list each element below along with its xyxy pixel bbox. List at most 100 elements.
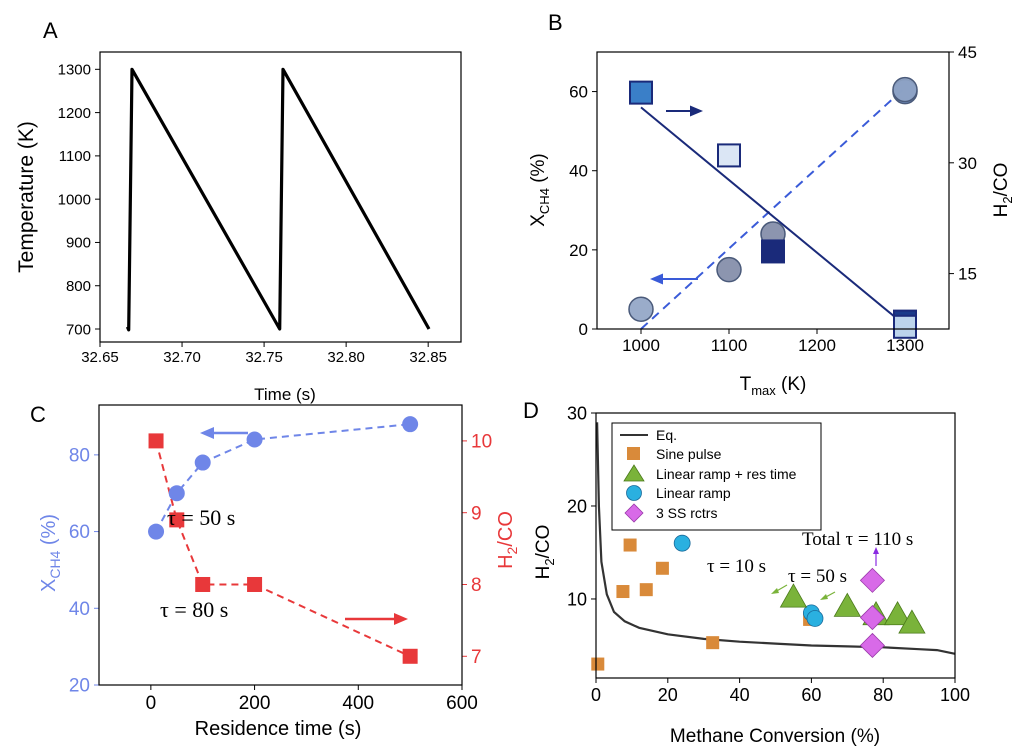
panel-a-ytick-label: 1000 (58, 191, 91, 208)
panel-c-xch4-line (155, 423, 411, 533)
panel-c-plot-area (148, 416, 419, 664)
panel-b-conversion-point (892, 76, 918, 103)
panel-a-xtick-label: 32.70 (163, 349, 201, 366)
panel-d-ramp-res-point (779, 583, 808, 608)
panel-c-ytick-label: 40 (69, 599, 90, 620)
panel-b-xlabel: Tmax (K) (740, 374, 807, 398)
panel-d-sine-point (591, 657, 605, 671)
panel-d-ticks: 0 20 40 60 80 100 10 20 30 (567, 403, 970, 705)
panel-a-ticks: 32.65 32.70 32.75 32.80 32.85 700 800 900 1000 11… (58, 62, 447, 366)
panel-d-ramp-point (673, 534, 691, 552)
legend-ss-swatch (624, 503, 644, 523)
panel-b-ticks: 1000 1100 1200 1300 0 20 40 60 15 30 45 (569, 43, 977, 355)
panel-d-ytick-label: 30 (567, 403, 587, 423)
panel-d-ytick-label: 20 (567, 496, 587, 516)
panel-c-y2-ytick-label: 8 (471, 575, 482, 596)
panel-b-xtick-label: 1300 (886, 336, 924, 355)
panel-b-y2-ytick-label: 30 (958, 154, 977, 173)
panel-c-ytick-label: 20 (69, 676, 90, 697)
panel-b-arrow-left (650, 273, 698, 285)
legend-ramp-label: Linear ramp (656, 485, 731, 501)
panel-c-xch4-point (148, 523, 165, 540)
panel-d-legend: Eq. Sine pulse Linear ramp + res time Li… (611, 422, 822, 531)
legend-ramp-swatch (626, 485, 642, 501)
panel-b-ratio-point (761, 239, 785, 264)
panel-b: 1000 1100 1200 1300 0 20 40 60 15 30 45 Tmax (K) X… (528, 43, 1015, 398)
panel-c-ytick-label: 80 (69, 446, 90, 467)
panel-b-xtick-label: 1200 (798, 336, 836, 355)
panel-c-xtick-label: 0 (146, 693, 157, 714)
panel-d-annotation-tau10: τ = 10 s (707, 556, 766, 577)
panel-d-ramp-res-point (883, 600, 912, 626)
panel-d-xlabel: Methane Conversion (%) (670, 726, 880, 747)
panel-c-xch4-point (246, 431, 263, 448)
panel-d-sine-point (623, 538, 637, 552)
panel-b-ratio-fit (640, 106, 906, 327)
legend-sine-swatch (627, 447, 640, 460)
panel-d-sine-point (655, 561, 669, 575)
panel-d-annotation-total: Total τ = 110 s (802, 529, 913, 550)
panel-d-xtick-label: 20 (658, 685, 678, 705)
panel-c-xtick-label: 600 (446, 693, 478, 714)
panel-c-ratio-line (155, 440, 411, 658)
panel-d-plot-area (591, 422, 956, 671)
panel-b-arrow-right (666, 105, 703, 117)
panel-b-xtick-label: 1000 (622, 336, 660, 355)
panel-c-ratio-point (247, 576, 263, 592)
panel-c-xch4-point (402, 416, 419, 433)
panel-a-ytick-label: 700 (66, 321, 91, 338)
panel-d-ss-point (859, 567, 885, 593)
panel-d-equilibrium-line (596, 422, 956, 655)
panel-d: 0 20 40 60 80 100 10 20 30 Total τ = 110 s τ = 1… (533, 403, 970, 747)
panel-b-ytick-label: 20 (569, 241, 588, 260)
panel-b-ytick-label: 40 (569, 162, 588, 181)
panel-c-annotation-tau50: τ = 50 s (167, 505, 235, 530)
panel-c-y2-ytick-label: 7 (471, 647, 482, 668)
panel-d-annotation-tau50: τ = 50 s (788, 566, 847, 587)
panel-c-arrow-right (345, 613, 408, 625)
panel-a-ytick-label: 1100 (59, 148, 91, 165)
panel-d-xtick-label: 40 (730, 685, 750, 705)
panel-a-xtick-label: 32.80 (327, 349, 365, 366)
panel-c: 0 200 400 600 20 40 60 80 7 8 9 10 τ = 50 s τ = 80 … (38, 404, 520, 740)
panel-d-xtick-label: 80 (873, 685, 893, 705)
panel-c-xtick-label: 200 (239, 693, 271, 714)
panel-b-xtick-label: 1100 (711, 336, 748, 355)
panel-c-ytick-label: 60 (69, 522, 90, 543)
panel-a-xtick-label: 32.65 (81, 349, 119, 366)
panel-b-conversion-point (628, 296, 654, 322)
panel-a-xlabel: Time (s) (254, 385, 316, 404)
panel-d-ytick-label: 10 (567, 589, 587, 609)
panel-d-ss-point (859, 632, 885, 659)
panel-d-xtick-label: 60 (801, 685, 821, 705)
panel-c-ratio-point (148, 433, 164, 449)
panel-b-frame (596, 51, 950, 330)
panel-c-ratio-point (402, 648, 418, 664)
panel-d-ss-point (859, 604, 885, 631)
panel-c-xlabel: Residence time (s) (195, 718, 362, 740)
panel-b-ratio-point (717, 143, 741, 168)
panel-a-ytick-label: 1300 (58, 62, 91, 79)
panel-d-arrow-total (873, 547, 879, 566)
panel-d-arrow-tau10 (771, 584, 788, 594)
panel-b-ytick-label: 0 (579, 320, 588, 339)
panel-a-ytick-label: 800 (66, 278, 91, 295)
panel-c-arrow-left (200, 427, 248, 439)
panel-d-arrow-tau50 (820, 591, 836, 600)
panel-b-plot-area (628, 76, 918, 339)
legend-ramp-res-swatch (623, 464, 645, 482)
panel-c-ratio-point (169, 512, 185, 528)
panel-d-xtick-label: 100 (940, 685, 970, 705)
panel-c-frame (98, 404, 463, 686)
panel-b-y2-ytick-label: 45 (958, 43, 977, 62)
panel-c-xch4-point (194, 454, 211, 471)
panel-a-ytick-label: 900 (66, 235, 91, 252)
panel-c-annotation-tau80: τ = 80 s (160, 597, 228, 622)
panel-d-sine-point (706, 636, 720, 650)
panel-label-b: B (548, 10, 563, 35)
panel-a-ylabel: Temperature (K) (15, 121, 38, 273)
panel-a-xtick-label: 32.85 (409, 349, 447, 366)
panel-d-ramp-point (806, 610, 824, 627)
panel-c-y2label: H2/CO (495, 511, 520, 569)
